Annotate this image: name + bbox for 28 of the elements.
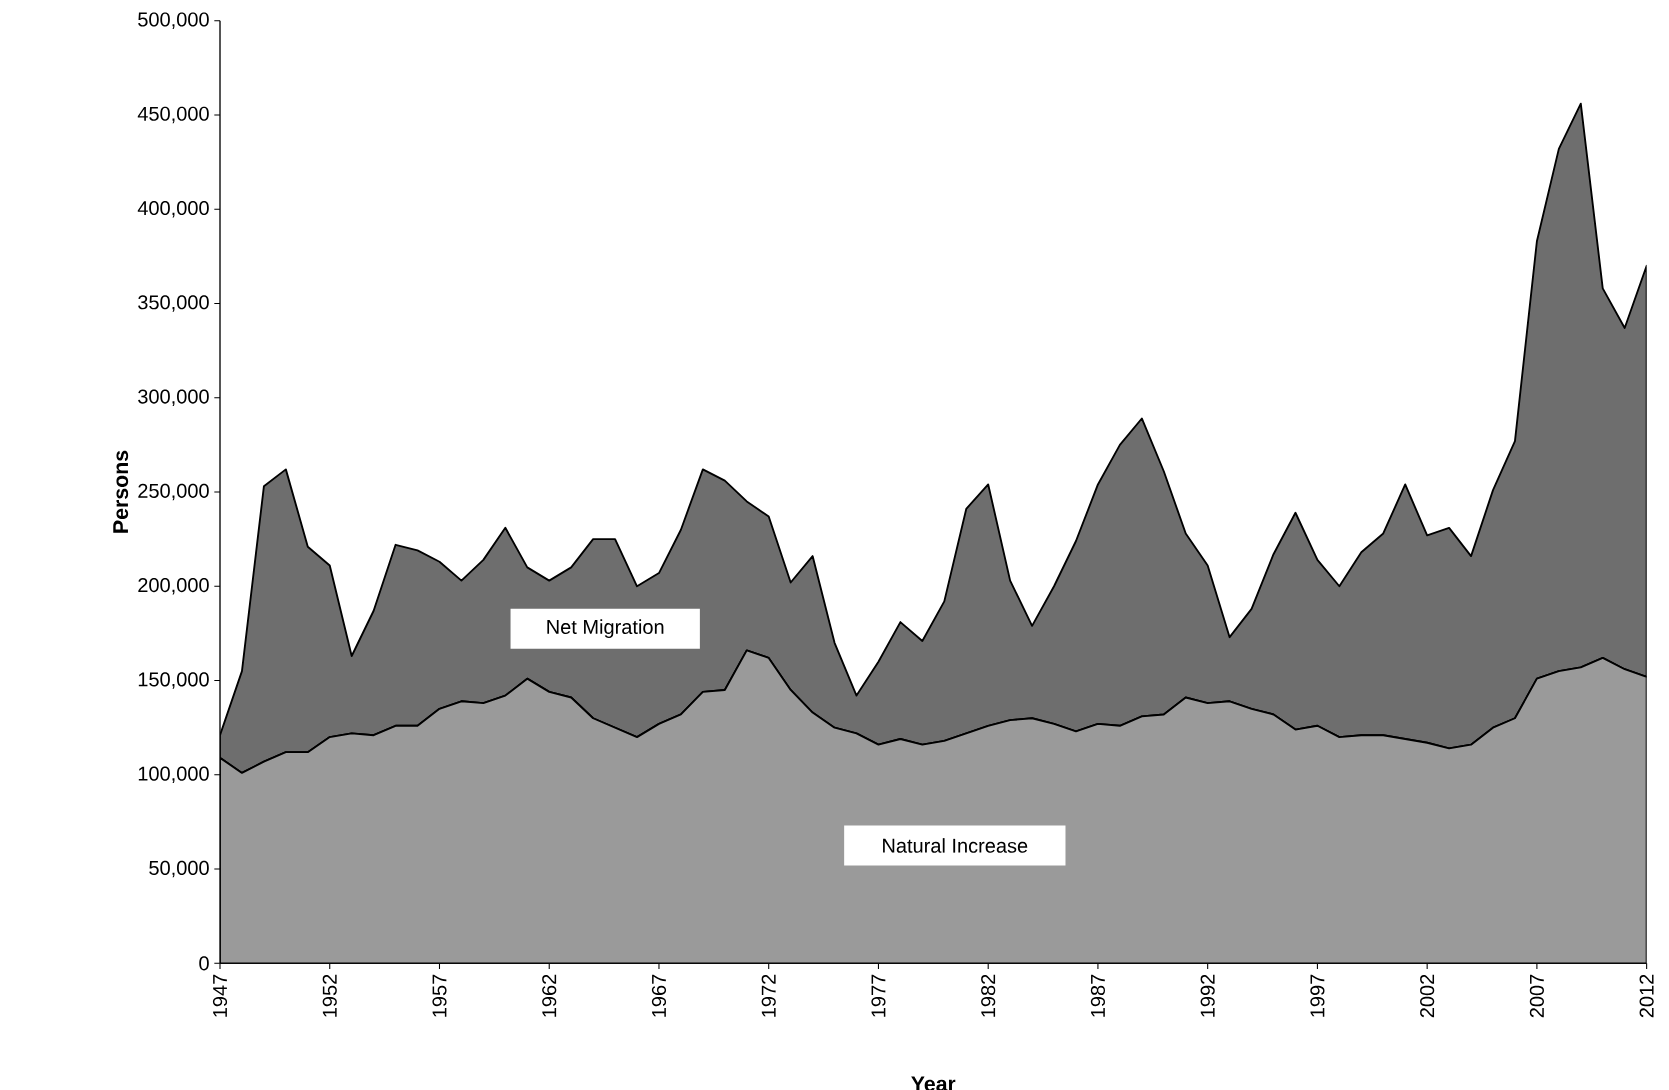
- y-tick-label: 250,000: [138, 483, 209, 501]
- y-tick-label: 100,000: [138, 766, 209, 784]
- series-label: Net Migration: [547, 619, 664, 638]
- y-tick-label: 0: [199, 956, 209, 971]
- x-tick-label: 1997: [1310, 974, 1325, 1017]
- x-tick-label: 1982: [981, 974, 996, 1017]
- x-tick-label: 1962: [542, 974, 557, 1017]
- x-tick-label: 1972: [761, 974, 776, 1017]
- y-tick-label: 150,000: [138, 672, 209, 689]
- x-tick-label: 2007: [1529, 974, 1544, 1018]
- x-tick-label: 1992: [1200, 974, 1215, 1017]
- x-tick-label: 1967: [651, 974, 667, 1017]
- y-axis-title: Persons: [113, 450, 129, 533]
- x-tick-label: 1952: [322, 974, 337, 1017]
- y-tick-label: 400,000: [137, 200, 209, 218]
- series-label: Natural Increase: [883, 838, 1028, 853]
- y-tick-label: 50,000: [149, 860, 209, 878]
- x-tick-label: 1947: [212, 974, 228, 1017]
- x-tick-label: 2012: [1639, 974, 1654, 1018]
- y-tick-label: 450,000: [137, 106, 209, 124]
- y-tick-label: 200,000: [138, 578, 209, 595]
- x-tick-label: 1987: [1090, 974, 1106, 1017]
- y-tick-label: 300,000: [138, 389, 209, 406]
- y-tick-label: 350,000: [138, 295, 209, 312]
- y-tick-label: 500,000: [138, 12, 209, 29]
- x-tick-label: 1957: [432, 974, 447, 1017]
- x-tick-label: 1977: [871, 974, 886, 1017]
- x-tick-label: 2002: [1420, 974, 1435, 1018]
